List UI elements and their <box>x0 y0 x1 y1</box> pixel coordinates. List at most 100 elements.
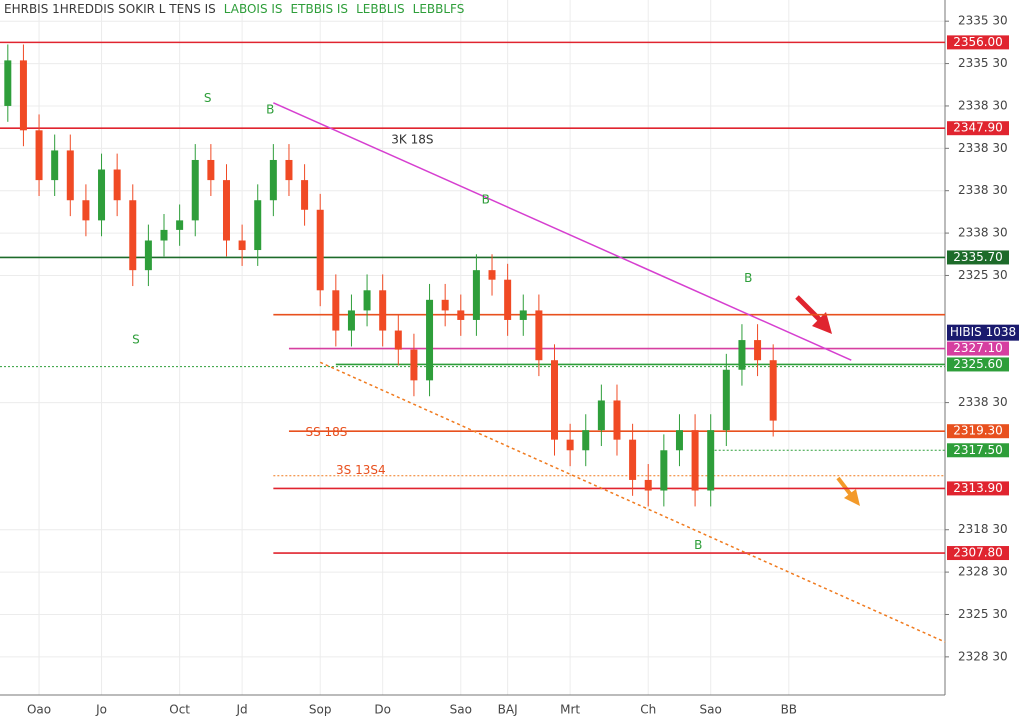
red-arrow <box>795 295 832 334</box>
annotation: B <box>694 538 702 552</box>
x-tick-label: Mrt <box>560 703 580 717</box>
candle-body <box>66 150 74 201</box>
candle-body <box>754 340 762 361</box>
candle-body <box>254 200 262 251</box>
y-tick-label: 2328 30 <box>958 565 1008 579</box>
x-tick-label: Sao <box>450 703 472 717</box>
annotation: B <box>744 271 752 285</box>
price-box-label: 2335.70 <box>953 250 1003 264</box>
price-box <box>947 357 1009 372</box>
candle-body <box>613 400 621 440</box>
y-tick-label: 2338 30 <box>958 98 1008 112</box>
candle-body <box>363 290 371 311</box>
candle-body <box>269 159 277 201</box>
candle-body <box>301 180 309 210</box>
candle-body <box>457 310 465 320</box>
y-tick-label: 2335 30 <box>958 14 1008 28</box>
candle-body <box>691 430 699 491</box>
trend-line <box>273 102 852 361</box>
candle-body <box>113 169 121 201</box>
x-tick-label: BAJ <box>498 703 518 717</box>
price-box <box>947 424 1009 439</box>
candle-body <box>629 439 637 480</box>
trend-line <box>319 361 946 643</box>
candle-body <box>738 340 746 370</box>
price-box-label: 2317.50 <box>953 443 1003 457</box>
header-text: LEBBLIS <box>356 2 405 16</box>
price-box <box>947 443 1009 458</box>
price-box <box>947 121 1009 136</box>
x-tick-label: BB <box>781 703 797 717</box>
header: EHRBIS 1HREDDIS SOKIR L TENS IS LABOIS IS… <box>4 2 464 16</box>
price-box-label: 2307.80 <box>953 546 1003 560</box>
candle-body <box>426 299 434 381</box>
header-text: ETBBIS IS <box>290 2 349 16</box>
candle-body <box>51 150 59 181</box>
candle-body <box>144 240 152 271</box>
candle-body <box>707 430 715 491</box>
annotation: B <box>482 193 490 207</box>
x-tick-label: Sop <box>309 703 332 717</box>
candle-body <box>769 360 777 421</box>
candle-body <box>98 169 106 221</box>
candle-body <box>19 60 27 131</box>
candle-body <box>504 279 512 320</box>
price-box <box>947 546 1009 561</box>
orange-arrow <box>836 476 860 506</box>
x-tick-label: Oct <box>169 703 190 717</box>
candle-body <box>35 130 43 181</box>
y-tick-label: 2338 30 <box>958 395 1008 409</box>
candle-body <box>4 60 12 106</box>
candle-body <box>644 479 652 491</box>
candle-body <box>347 310 355 331</box>
candle-body <box>238 240 246 251</box>
candle-body <box>660 450 668 491</box>
candle-body <box>285 159 293 181</box>
annotation: S <box>204 91 212 105</box>
y-tick-label: 2318 30 <box>958 522 1008 536</box>
price-box <box>947 481 1009 496</box>
grid <box>0 0 945 695</box>
x-tick-label: Ch <box>640 703 656 717</box>
candle-body <box>316 209 324 291</box>
annotation: SS 18S <box>305 425 347 439</box>
annotation: 3S 13S4 <box>336 463 386 477</box>
candle-body <box>410 349 418 381</box>
candle-body <box>566 439 574 451</box>
candle-body <box>222 180 230 241</box>
header-text: LABOIS IS <box>223 2 283 16</box>
price-box <box>947 35 1009 50</box>
header-text: EHRBIS 1HREDDIS SOKIR L TENS IS <box>4 2 216 16</box>
x-tick-label: Oao <box>27 703 51 717</box>
x-tick-label: Jo <box>95 703 107 717</box>
price-box-label: 2347.90 <box>953 121 1003 135</box>
price-box-label: 2313.90 <box>953 481 1003 495</box>
candle-body <box>332 290 340 331</box>
candle-body <box>582 430 590 451</box>
candle-body <box>597 400 605 431</box>
y-tick-label: 2338 30 <box>958 183 1008 197</box>
candle-body <box>488 270 496 280</box>
y-tick-label: 2325 30 <box>958 607 1008 621</box>
x-tick-label: Sao <box>700 703 722 717</box>
price-box-label: 2319.30 <box>953 424 1003 438</box>
price-marker <box>947 324 1019 341</box>
candle-body <box>82 200 90 221</box>
candle-body <box>207 159 215 181</box>
candle-body <box>379 290 387 331</box>
x-tick-label: Jd <box>236 703 248 717</box>
annotation: 3K 18S <box>391 132 433 146</box>
price-marker-label: HIBIS 1038 <box>950 325 1016 339</box>
price-box-label: 2356.00 <box>953 35 1003 49</box>
candle-body <box>472 270 480 320</box>
candle-body <box>129 200 137 271</box>
candle-body <box>551 360 559 440</box>
y-tick-label: 2338 30 <box>958 141 1008 155</box>
candle-body <box>722 369 730 431</box>
candle-body <box>519 310 527 320</box>
price-box-label: 2325.60 <box>953 357 1003 371</box>
candle-body <box>675 430 683 451</box>
